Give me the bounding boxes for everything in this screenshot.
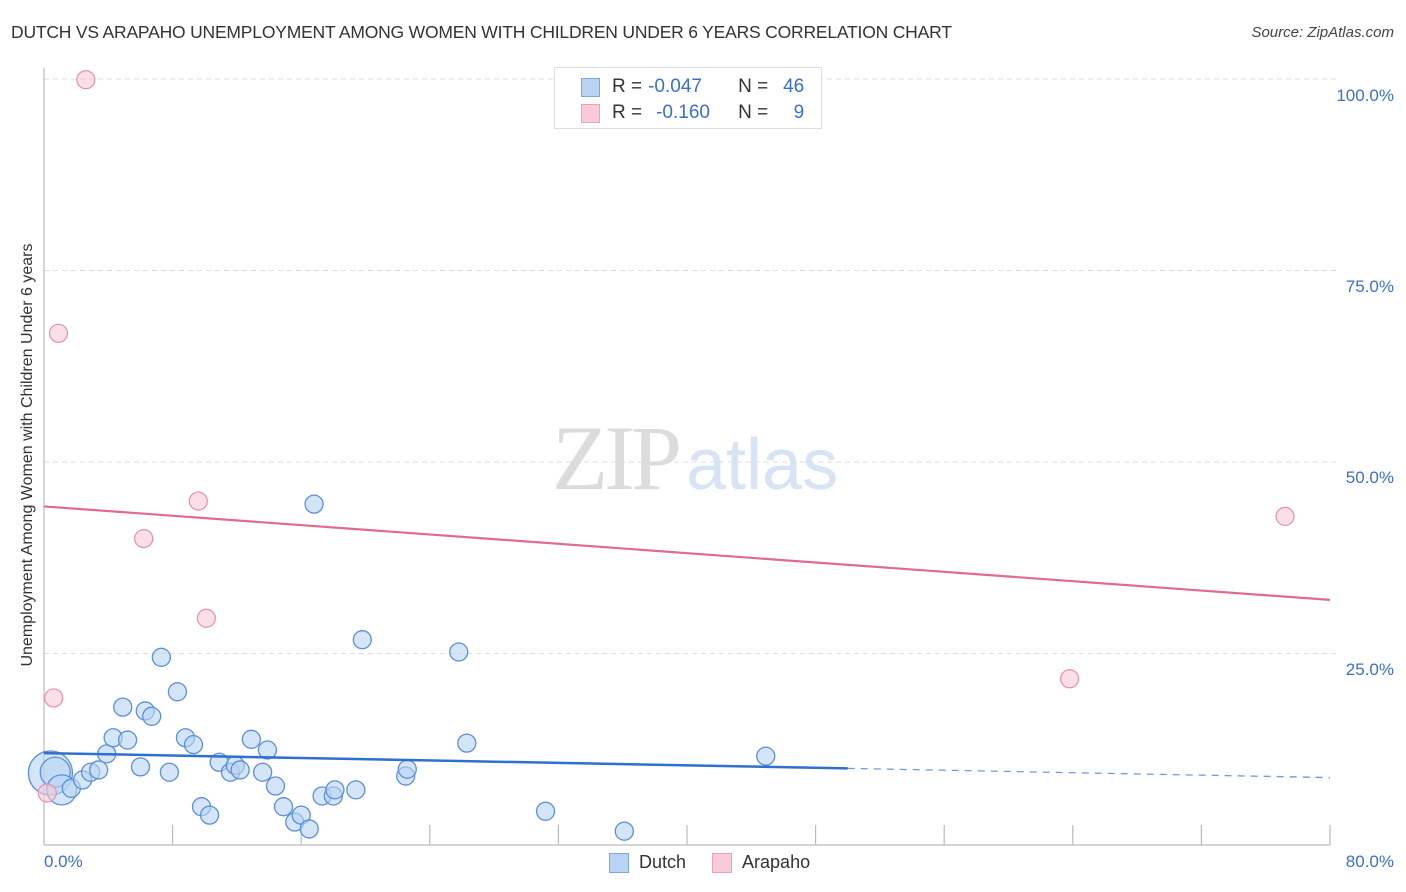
dutch-point <box>252 762 273 782</box>
dutch-point <box>142 706 162 726</box>
dutch-point <box>183 735 204 755</box>
dutch-point <box>299 819 319 839</box>
dutch-point <box>457 733 477 753</box>
dutch-point <box>352 630 372 650</box>
dutch-point <box>756 746 776 766</box>
dutch-point <box>167 682 188 702</box>
dutch-n-value: 46 <box>783 76 805 97</box>
gridlines <box>44 78 1340 654</box>
arapaho-n-label: N = <box>738 102 769 123</box>
dutch-point <box>257 740 278 760</box>
legend-row-arapaho: R = -0.160 N = 9 <box>581 101 804 125</box>
arapaho-point <box>196 608 216 628</box>
y-tick-50: 50.0% <box>1345 468 1394 487</box>
legend-row-dutch: R = -0.047 N = 46 <box>581 75 804 99</box>
dutch-point <box>117 730 138 750</box>
arapaho-swatch <box>581 103 600 123</box>
legend-item-dutch[interactable]: Dutch <box>609 852 686 873</box>
correlation-legend: R = -0.047 N = 46 R = -0.160 N = 9 <box>554 67 822 129</box>
arapaho-trendline <box>43 505 1331 601</box>
y-tick-75: 75.0% <box>1345 277 1394 296</box>
dutch-point <box>535 801 556 821</box>
dutch-point <box>397 759 417 779</box>
arapaho-point <box>134 528 154 549</box>
dutch-point <box>151 647 171 667</box>
arapaho-point <box>188 491 208 511</box>
dutch-legend-swatch <box>609 852 629 873</box>
x-tick-max: 80.0% <box>1345 852 1394 871</box>
trendlines <box>43 505 1331 779</box>
y-tick-25: 25.0% <box>1345 660 1394 679</box>
x-tick-min: 0.0% <box>44 852 83 871</box>
arapaho-r-value: -0.160 <box>656 102 710 123</box>
dutch-point <box>199 805 220 825</box>
arapaho-point <box>37 783 57 803</box>
dutch-point <box>113 697 133 717</box>
dutch-n-label: N = <box>738 76 769 97</box>
series-legend: Dutch Arapaho <box>609 852 836 873</box>
watermark-atlas: atlas <box>686 425 839 505</box>
dutch-point <box>159 762 180 782</box>
dutch-point <box>449 642 469 662</box>
dutch-point <box>265 776 286 796</box>
watermark: ZIP atlas <box>552 405 838 511</box>
dutch-r-label: R = <box>612 76 643 97</box>
axes <box>43 68 1331 846</box>
arapaho-point <box>1275 506 1295 526</box>
dutch-swatch <box>581 77 600 97</box>
arapaho-legend-swatch <box>712 852 733 873</box>
dutch-trendline-extension <box>847 767 1331 779</box>
dutch-legend-label: Dutch <box>639 852 687 872</box>
arapaho-point <box>76 70 96 90</box>
legend-item-arapaho[interactable]: Arapaho <box>712 852 810 873</box>
dutch-point <box>130 757 151 777</box>
dutch-point <box>241 729 262 749</box>
dutch-point <box>304 494 324 514</box>
dutch-points <box>27 494 776 841</box>
dutch-point <box>325 780 345 800</box>
dutch-point <box>346 780 366 800</box>
watermark-zip: ZIP <box>552 407 682 509</box>
arapaho-points <box>37 70 1295 803</box>
arapaho-r-label: R = <box>612 102 643 123</box>
arapaho-point <box>44 688 64 708</box>
dutch-point <box>614 821 634 841</box>
arapaho-legend-label: Arapaho <box>742 852 811 872</box>
arapaho-point <box>48 323 69 343</box>
dutch-point <box>230 760 250 780</box>
arapaho-point <box>1059 669 1080 689</box>
arapaho-n-value: 9 <box>793 102 805 123</box>
dutch-point <box>89 760 109 780</box>
dutch-trendline <box>43 751 848 770</box>
chart-title: DUTCH VS ARAPAHO UNEMPLOYMENT AMONG WOME… <box>11 22 952 42</box>
dutch-r-value: -0.047 <box>648 76 702 97</box>
dutch-point <box>273 797 294 817</box>
source-label: Source: ZipAtlas.com <box>1251 24 1394 41</box>
y-tick-100: 100.0% <box>1336 86 1394 105</box>
